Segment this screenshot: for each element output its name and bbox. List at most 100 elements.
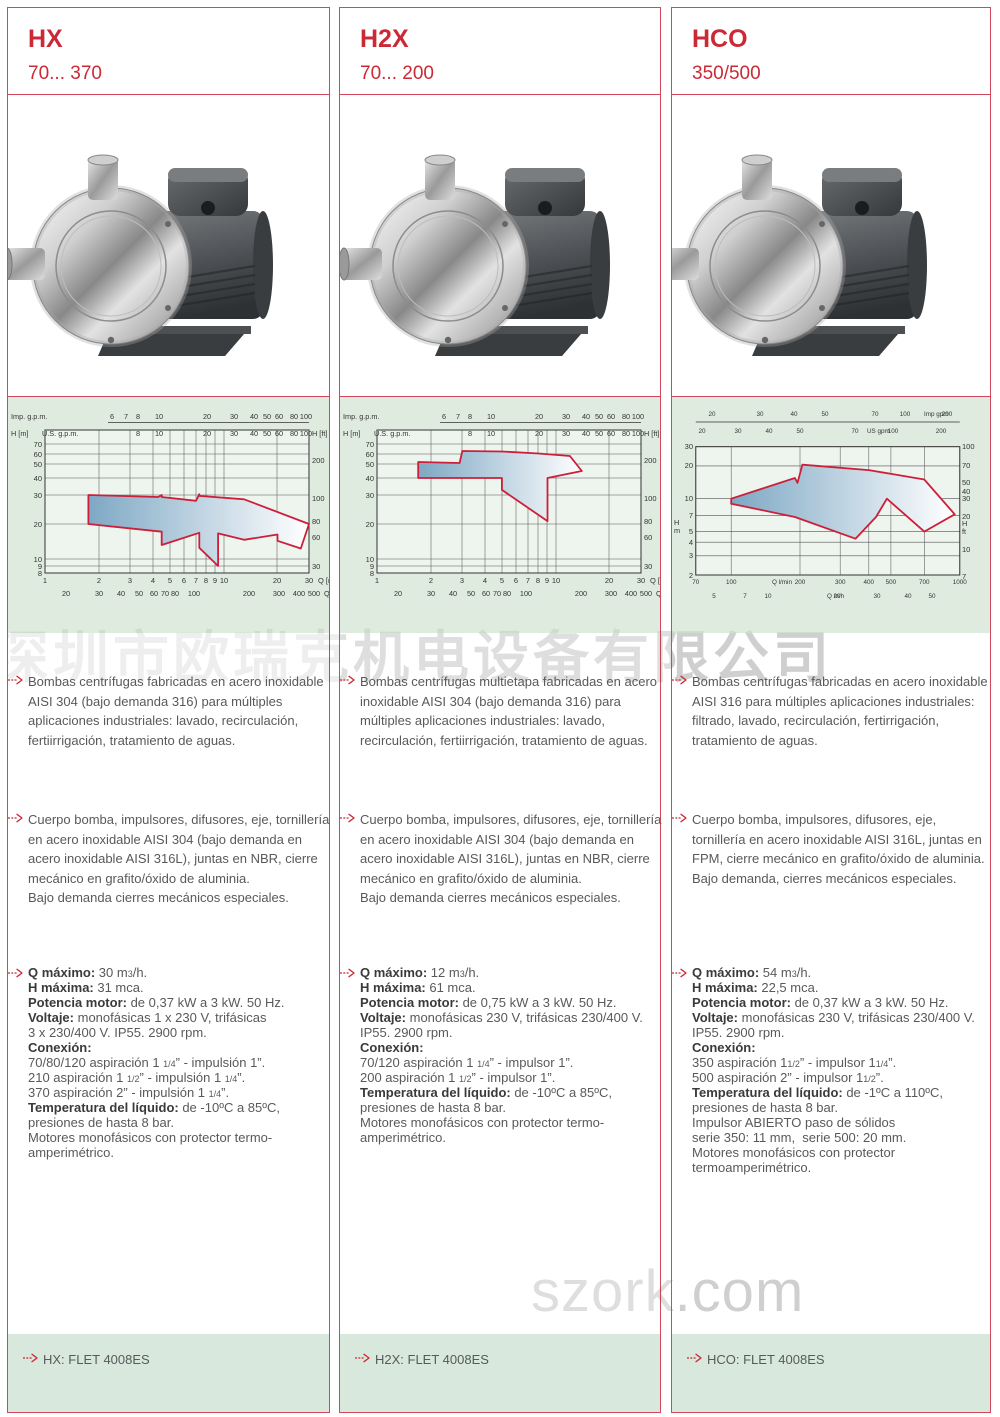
svg-text:80: 80 (290, 412, 298, 421)
svg-text:60: 60 (607, 429, 615, 438)
svg-text:6: 6 (514, 576, 518, 585)
svg-text:Imp. g.p.m.: Imp. g.p.m. (343, 412, 380, 421)
svg-text:10: 10 (685, 494, 693, 503)
svg-text:10: 10 (552, 576, 560, 585)
svg-text:10: 10 (962, 545, 970, 554)
svg-text:70: 70 (161, 589, 169, 598)
svg-text:7: 7 (456, 412, 460, 421)
svg-text:60: 60 (644, 533, 652, 542)
svg-text:100: 100 (726, 579, 737, 586)
svg-text:300: 300 (835, 579, 846, 586)
svg-text:Q [m³/h]: Q [m³/h] (650, 576, 660, 585)
svg-text:1: 1 (375, 576, 379, 585)
svg-text:60: 60 (607, 412, 615, 421)
svg-text:50: 50 (467, 589, 475, 598)
svg-text:80: 80 (312, 517, 320, 526)
svg-text:30: 30 (95, 589, 103, 598)
svg-text:100: 100 (188, 589, 200, 598)
svg-text:10: 10 (764, 593, 772, 600)
svg-text:6: 6 (182, 576, 186, 585)
svg-text:400: 400 (625, 589, 637, 598)
svg-text:7: 7 (689, 511, 693, 520)
svg-text:6: 6 (442, 412, 446, 421)
svg-text:40: 40 (904, 593, 912, 600)
svg-text:4: 4 (483, 576, 487, 585)
svg-text:8: 8 (468, 429, 472, 438)
svg-text:20: 20 (685, 461, 693, 470)
svg-text:8: 8 (468, 412, 472, 421)
svg-text:200: 200 (936, 428, 947, 435)
svg-text:300: 300 (273, 589, 285, 598)
svg-text:10: 10 (487, 429, 495, 438)
svg-text:7: 7 (743, 593, 747, 600)
svg-text:30: 30 (34, 491, 42, 500)
svg-text:H [ft]: H [ft] (312, 429, 327, 438)
svg-text:30: 30 (427, 589, 435, 598)
svg-text:500: 500 (308, 589, 320, 598)
svg-text:80: 80 (622, 429, 630, 438)
svg-text:5: 5 (168, 576, 172, 585)
svg-text:400: 400 (864, 579, 875, 586)
svg-text:40: 40 (250, 412, 258, 421)
svg-text:60: 60 (275, 429, 283, 438)
svg-text:40: 40 (582, 412, 590, 421)
svg-text:5: 5 (712, 593, 716, 600)
svg-text:20: 20 (62, 589, 70, 598)
svg-text:30: 30 (644, 562, 652, 571)
svg-text:Imp. g.p.m.: Imp. g.p.m. (11, 412, 48, 421)
svg-text:20: 20 (34, 520, 42, 529)
svg-text:30: 30 (873, 593, 881, 600)
svg-text:50: 50 (263, 412, 271, 421)
svg-text:30: 30 (756, 411, 764, 418)
svg-text:60: 60 (482, 589, 490, 598)
svg-text:Q m/h: Q m/h (827, 593, 845, 600)
svg-text:Q [l/min]: Q [l/min] (656, 589, 660, 598)
svg-text:50: 50 (366, 460, 374, 469)
svg-text:4: 4 (151, 576, 155, 585)
svg-text:2: 2 (97, 576, 101, 585)
svg-text:9: 9 (545, 576, 549, 585)
svg-text:200: 200 (243, 589, 255, 598)
svg-text:8: 8 (136, 429, 140, 438)
svg-text:3: 3 (689, 551, 693, 560)
svg-text:U.S. g.p.m.: U.S. g.p.m. (42, 429, 79, 438)
svg-text:70: 70 (366, 440, 374, 449)
svg-text:50: 50 (962, 478, 970, 487)
svg-text:50: 50 (928, 593, 936, 600)
svg-text:20: 20 (535, 429, 543, 438)
svg-text:40: 40 (582, 429, 590, 438)
svg-text:8: 8 (136, 412, 140, 421)
svg-text:100: 100 (300, 429, 312, 438)
svg-text:20: 20 (698, 428, 706, 435)
svg-text:80: 80 (644, 517, 652, 526)
svg-text:8: 8 (38, 569, 42, 578)
svg-text:H [m]: H [m] (11, 429, 28, 438)
svg-text:30: 30 (230, 412, 238, 421)
svg-text:50: 50 (595, 429, 603, 438)
svg-text:20: 20 (273, 576, 281, 585)
svg-text:100: 100 (300, 412, 312, 421)
svg-text:100: 100 (900, 411, 911, 418)
svg-text:ft: ft (962, 527, 966, 536)
svg-text:8: 8 (536, 576, 540, 585)
svg-text:30: 30 (312, 562, 320, 571)
svg-text:200: 200 (644, 456, 657, 465)
svg-text:100: 100 (632, 429, 644, 438)
svg-text:2: 2 (429, 576, 433, 585)
svg-text:30: 30 (562, 429, 570, 438)
svg-text:200: 200 (312, 456, 325, 465)
svg-text:50: 50 (34, 460, 42, 469)
svg-text:10: 10 (155, 429, 163, 438)
svg-text:500: 500 (640, 589, 652, 598)
svg-text:3: 3 (460, 576, 464, 585)
svg-text:20: 20 (394, 589, 402, 598)
svg-text:60: 60 (150, 589, 158, 598)
svg-text:20: 20 (366, 520, 374, 529)
svg-text:40: 40 (250, 429, 258, 438)
svg-text:30: 30 (366, 491, 374, 500)
svg-text:100: 100 (520, 589, 532, 598)
svg-text:1: 1 (43, 576, 47, 585)
svg-text:40: 40 (449, 589, 457, 598)
svg-text:20: 20 (203, 429, 211, 438)
svg-text:70: 70 (851, 428, 859, 435)
